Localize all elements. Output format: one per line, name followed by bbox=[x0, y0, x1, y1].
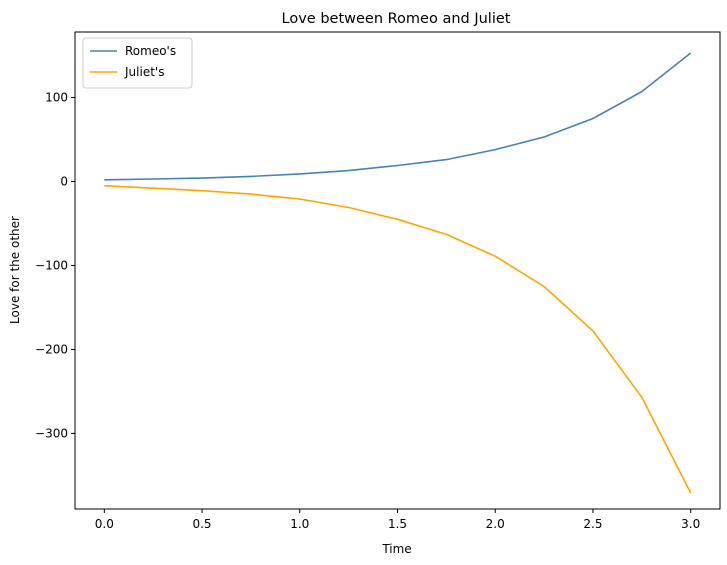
x-tick-label: 1.0 bbox=[290, 517, 309, 531]
series-layer bbox=[104, 52, 692, 494]
y-axis-label: Love for the other bbox=[8, 216, 22, 324]
x-axis: 0.0 0.5 1.0 1.5 2.0 2.5 3.0 bbox=[95, 509, 700, 531]
x-tick-label: 0.0 bbox=[95, 517, 114, 531]
y-tick-label: −300 bbox=[35, 426, 68, 440]
series-line-1 bbox=[104, 184, 692, 494]
y-tick-label: 100 bbox=[45, 91, 68, 105]
x-tick-label: 1.5 bbox=[388, 517, 407, 531]
x-tick-label: 0.5 bbox=[192, 517, 211, 531]
y-axis: 100 0 −100 −200 −300 bbox=[35, 91, 75, 440]
x-axis-label: Time bbox=[381, 542, 411, 556]
series-line-0 bbox=[104, 52, 692, 181]
legend-label-0: Romeo's bbox=[125, 44, 176, 58]
legend: Romeo's Juliet's bbox=[82, 37, 193, 89]
x-tick-label: 3.0 bbox=[681, 517, 700, 531]
x-tick-label: 2.5 bbox=[583, 517, 602, 531]
y-tick-label: −200 bbox=[35, 342, 68, 356]
legend-label-1: Juliet's bbox=[124, 65, 164, 79]
x-tick-label: 2.0 bbox=[486, 517, 505, 531]
chart-title: Love between Romeo and Juliet bbox=[282, 11, 511, 27]
y-tick-label: −100 bbox=[35, 258, 68, 272]
plot-frame bbox=[74, 31, 721, 510]
y-tick-label: 0 bbox=[60, 174, 68, 188]
